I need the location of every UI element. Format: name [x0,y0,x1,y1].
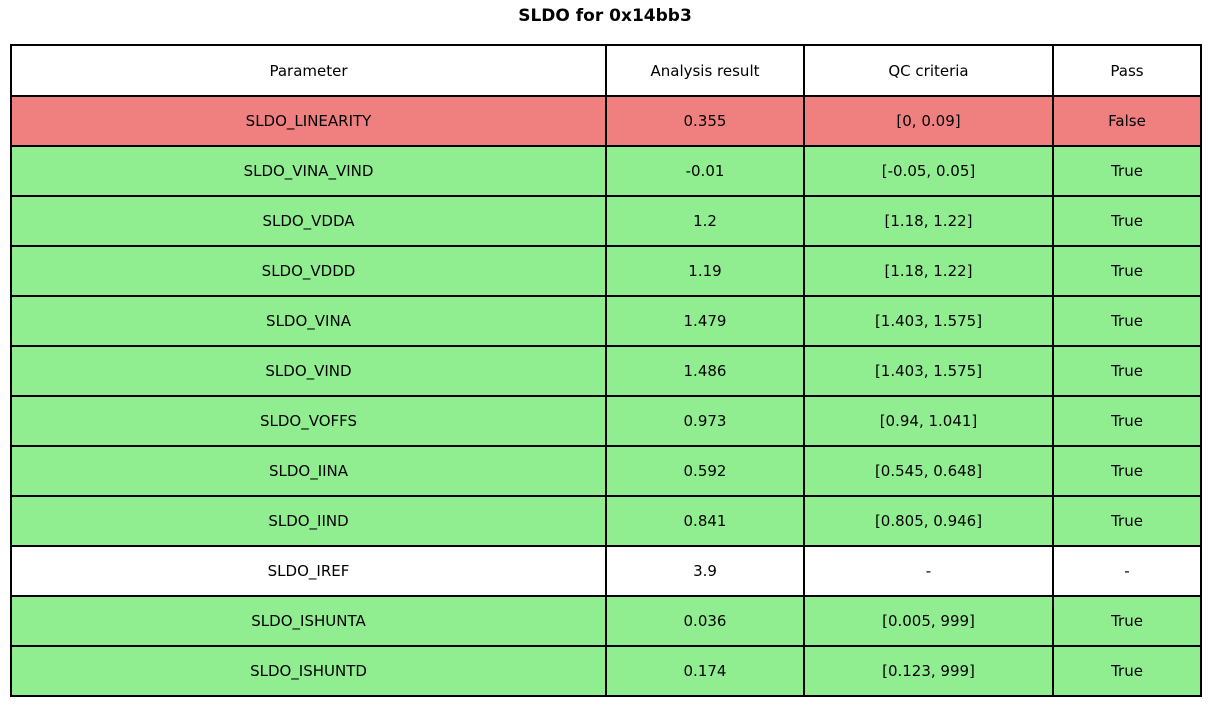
table-row: SLDO_VINA 1.479 [1.403, 1.575] True [10,295,1202,347]
param-cell: SLDO_VINA_VIND [10,145,607,197]
criteria-cell: [0.005, 999] [803,595,1054,647]
column-header-analysis-result: Analysis result [605,44,805,97]
pass-cell: True [1052,245,1202,297]
table-row: SLDO_LINEARITY 0.355 [0, 0.09] False [10,95,1202,147]
header-row: Parameter Analysis result QC criteria Pa… [10,44,1202,97]
table-row: SLDO_ISHUNTD 0.174 [0.123, 999] True [10,645,1202,697]
pass-cell: - [1052,545,1202,597]
param-cell: SLDO_IREF [10,545,607,597]
qc-table-body: SLDO_LINEARITY 0.355 [0, 0.09] False SLDO_VI… [10,95,1202,697]
pass-cell: True [1052,595,1202,647]
result-cell: 0.036 [605,595,805,647]
param-cell: SLDO_VINA [10,295,607,347]
param-cell: SLDO_VOFFS [10,395,607,447]
param-cell: SLDO_ISHUNTA [10,595,607,647]
result-cell: 0.174 [605,645,805,697]
pass-cell: True [1052,395,1202,447]
result-cell: 0.592 [605,445,805,497]
criteria-cell: - [803,545,1054,597]
criteria-cell: [1.403, 1.575] [803,345,1054,397]
param-cell: SLDO_IINA [10,445,607,497]
param-cell: SLDO_ISHUNTD [10,645,607,697]
pass-cell: True [1052,495,1202,547]
pass-cell: True [1052,295,1202,347]
param-cell: SLDO_VIND [10,345,607,397]
table-row: SLDO_VINA_VIND -0.01 [-0.05, 0.05] True [10,145,1202,197]
qc-table-header: Parameter Analysis result QC criteria Pa… [10,44,1202,97]
criteria-cell: [0.545, 0.648] [803,445,1054,497]
table-row: SLDO_IIND 0.841 [0.805, 0.946] True [10,495,1202,547]
figure-title: SLDO for 0x14bb3 [518,6,692,26]
pass-cell: True [1052,445,1202,497]
criteria-cell: [1.18, 1.22] [803,195,1054,247]
result-cell: 0.355 [605,95,805,147]
table-row: SLDO_VDDA 1.2 [1.18, 1.22] True [10,195,1202,247]
pass-cell: True [1052,145,1202,197]
table-row: SLDO_IREF 3.9- - [10,545,1202,597]
result-cell: 1.479 [605,295,805,347]
table-row: SLDO_IINA 0.592 [0.545, 0.648] True [10,445,1202,497]
result-cell: 1.486 [605,345,805,397]
param-cell: SLDO_IIND [10,495,607,547]
param-cell: SLDO_VDDD [10,245,607,297]
result-cell: 0.841 [605,495,805,547]
criteria-cell: [1.403, 1.575] [803,295,1054,347]
result-cell: 1.19 [605,245,805,297]
result-cell: 3.9 [605,545,805,597]
qc-table: Parameter Analysis result QC criteria Pa… [10,44,1202,697]
criteria-cell: [0.123, 999] [803,645,1054,697]
result-cell: 0.973 [605,395,805,447]
criteria-cell: [0.94, 1.041] [803,395,1054,447]
criteria-cell: [-0.05, 0.05] [803,145,1054,197]
criteria-cell: [1.18, 1.22] [803,245,1054,297]
criteria-cell: [0.805, 0.946] [803,495,1054,547]
column-header-pass: Pass [1052,44,1202,97]
param-cell: SLDO_LINEARITY [10,95,607,147]
pass-cell: False [1052,95,1202,147]
column-header-qc-criteria: QC criteria [803,44,1054,97]
column-header-parameter: Parameter [10,44,607,97]
pass-cell: True [1052,345,1202,397]
criteria-cell: [0, 0.09] [803,95,1054,147]
table-row: SLDO_ISHUNTA 0.036 [0.005, 999] True [10,595,1202,647]
table-row: SLDO_VIND 1.486 [1.403, 1.575] True [10,345,1202,397]
table-row: SLDO_VDDD 1.19 [1.18, 1.22] True [10,245,1202,297]
result-cell: -0.01 [605,145,805,197]
result-cell: 1.2 [605,195,805,247]
param-cell: SLDO_VDDA [10,195,607,247]
pass-cell: True [1052,195,1202,247]
table-row: SLDO_VOFFS 0.973 [0.94, 1.041] True [10,395,1202,447]
pass-cell: True [1052,645,1202,697]
